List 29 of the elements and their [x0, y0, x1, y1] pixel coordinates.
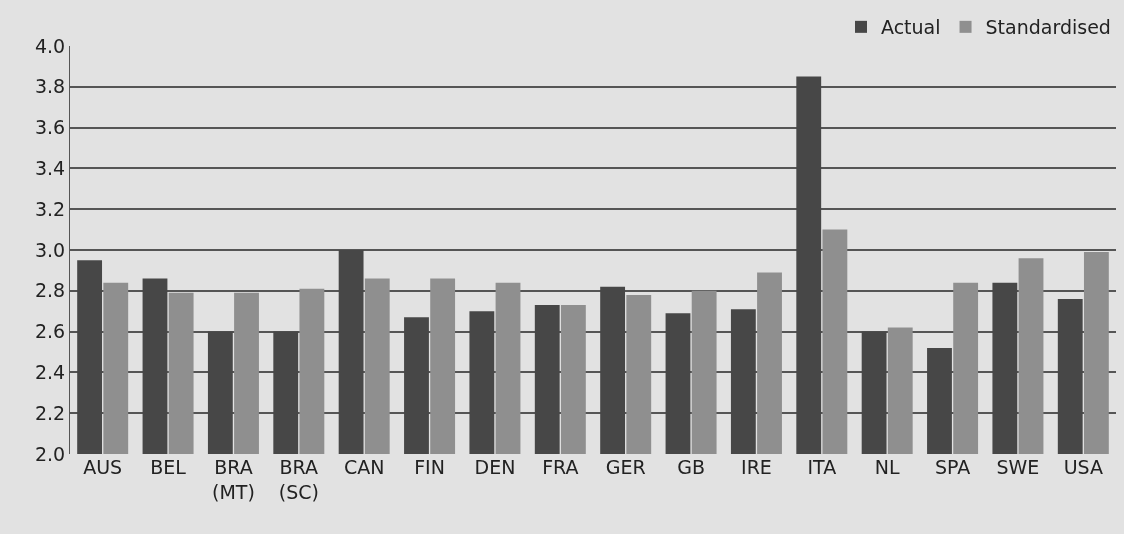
y-tick-label: 2.2 — [34, 401, 66, 424]
y-tick-label: 3.8 — [34, 75, 66, 98]
x-tick-label: SWE — [996, 456, 1040, 478]
x-tick-label: AUS — [83, 456, 123, 478]
y-tick-label: 2.8 — [34, 279, 66, 302]
y-tick-label: 3.6 — [34, 116, 66, 139]
x-tick-label: DEN — [474, 456, 516, 478]
legend-label: Standardised — [985, 16, 1111, 39]
legend-label: Actual — [881, 16, 941, 39]
x-tick-label: BRA (MT) — [212, 456, 255, 503]
x-tick-label: SPA — [934, 456, 971, 478]
x-tick-label: NL — [874, 456, 900, 478]
x-tick-label: ITA — [807, 456, 837, 478]
y-tick-label: 3.4 — [34, 157, 66, 180]
x-tick-label: IRE — [741, 456, 772, 478]
y-tick-label: 2.6 — [34, 320, 66, 343]
y-tick-label: 2.4 — [34, 361, 66, 384]
y-tick-label: 3.0 — [34, 238, 66, 261]
y-tick-label: 2.0 — [34, 442, 66, 465]
y-tick-label: 3.2 — [34, 197, 66, 220]
x-tick-label: FIN — [414, 456, 445, 478]
x-tick-label: GB — [677, 456, 705, 478]
x-tick-label: CAN — [343, 456, 385, 478]
x-tick-label: BEL — [150, 456, 187, 478]
x-tick-label: USA — [1063, 456, 1103, 478]
y-tick-label: 4.0 — [34, 34, 66, 57]
x-tick-label: FRA — [542, 456, 579, 478]
x-tick-label: BRA (SC) — [278, 456, 319, 503]
x-tick-label: GER — [605, 456, 646, 478]
